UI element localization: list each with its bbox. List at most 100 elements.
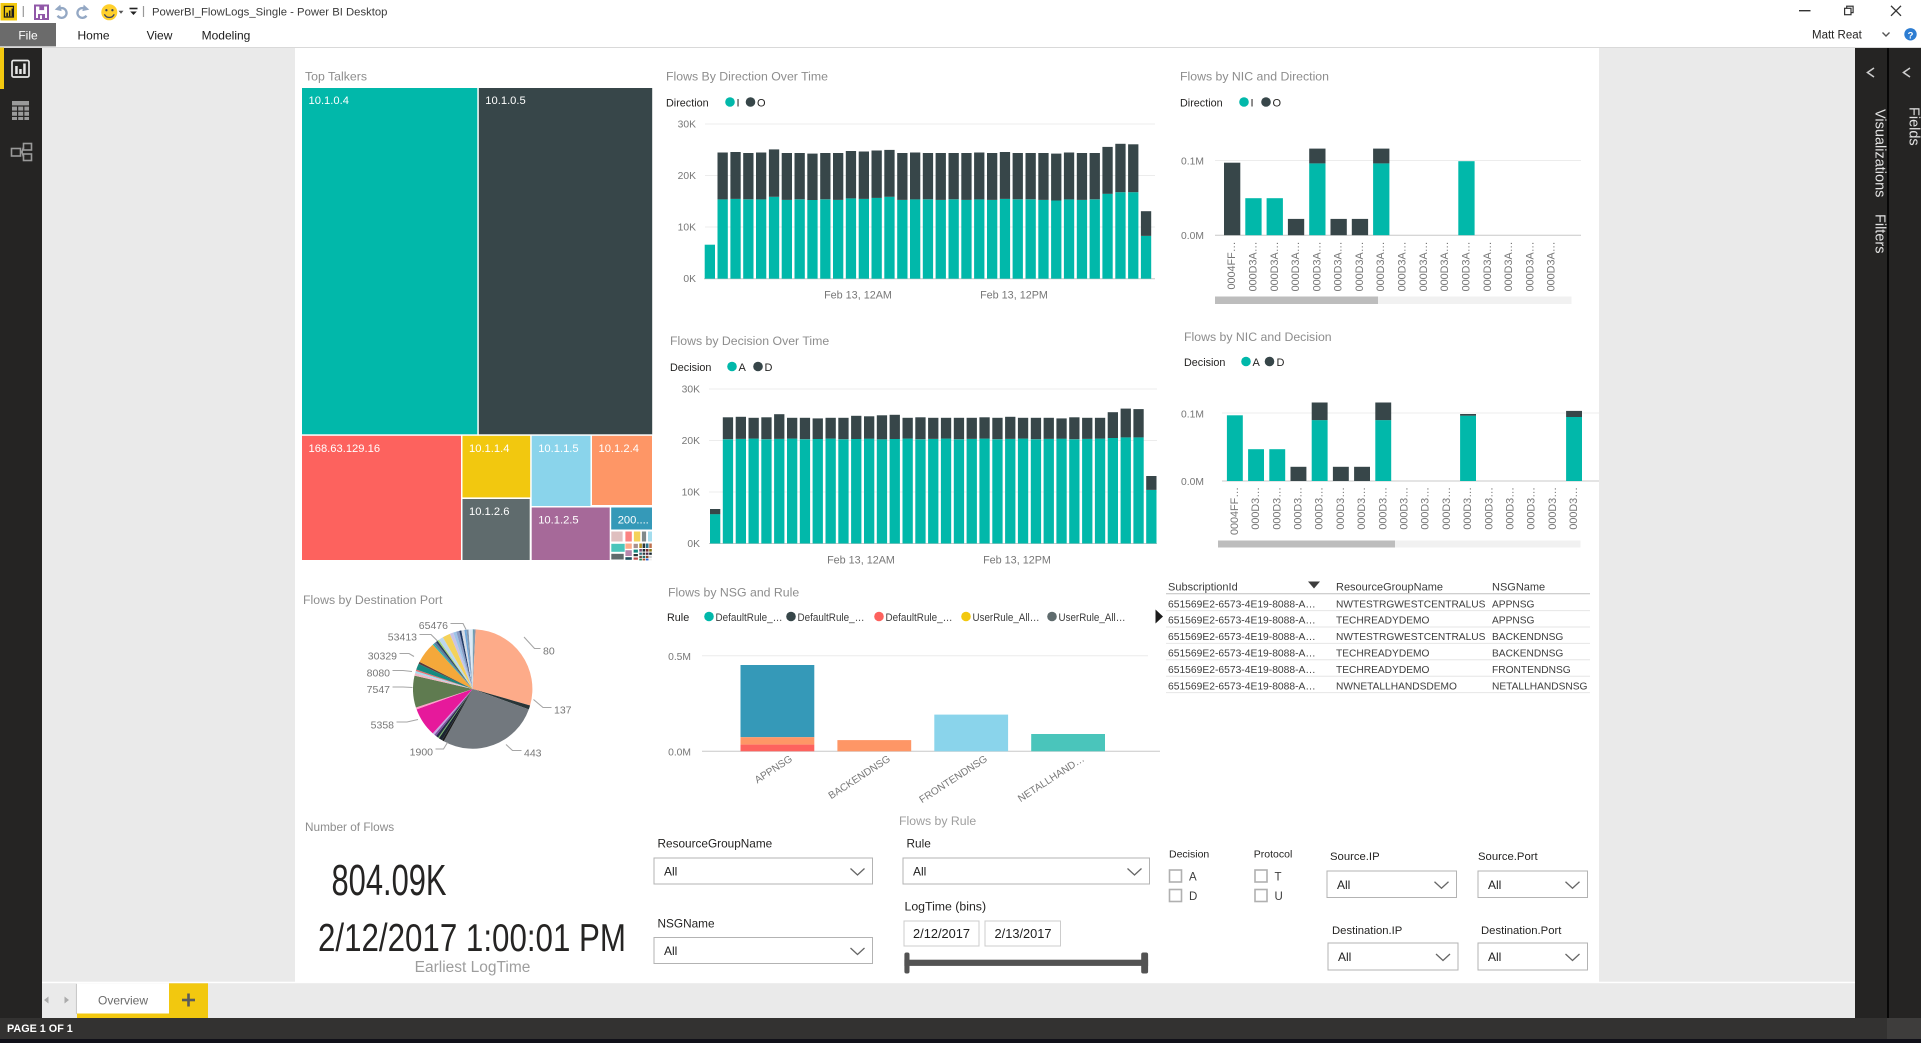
svg-text:Home: Home — [77, 29, 109, 43]
svg-text:0.1M: 0.1M — [1181, 410, 1204, 421]
svg-text:20K: 20K — [678, 171, 696, 182]
svg-text:0.5M: 0.5M — [668, 652, 691, 663]
svg-text:I: I — [1251, 98, 1254, 110]
svg-text:000D3A…: 000D3A… — [1461, 242, 1473, 292]
svg-text:10.1.2.4: 10.1.2.4 — [599, 443, 639, 455]
svg-text:000D3A…: 000D3A… — [1354, 242, 1366, 292]
svg-text:Flows By Direction Over Time: Flows By Direction Over Time — [666, 70, 828, 84]
svg-text:TECHREADYDEMO: TECHREADYDEMO — [1336, 649, 1429, 660]
svg-text:A: A — [1189, 872, 1197, 884]
svg-text:20K: 20K — [682, 436, 700, 447]
svg-text:10.1.0.4: 10.1.0.4 — [309, 95, 349, 107]
svg-text:10K: 10K — [682, 488, 700, 499]
svg-text:NWTESTRGWESTCENTRALUS: NWTESTRGWESTCENTRALUS — [1336, 599, 1486, 610]
svg-text:NWNETALLHANDSDEMO: NWNETALLHANDSDEMO — [1336, 681, 1457, 692]
svg-text:Feb 13, 12AM: Feb 13, 12AM — [827, 555, 895, 567]
svg-text:O: O — [1273, 98, 1282, 110]
svg-text:10.1.2.6: 10.1.2.6 — [469, 506, 509, 518]
svg-text:000D3…: 000D3… — [1547, 487, 1559, 530]
svg-text:NWTESTRGWESTCENTRALUS: NWTESTRGWESTCENTRALUS — [1336, 632, 1486, 643]
svg-text:0004FF…: 0004FF… — [1229, 487, 1241, 535]
svg-text:65476: 65476 — [419, 620, 448, 632]
svg-text:000D3…: 000D3… — [1314, 487, 1326, 530]
svg-text:651569E2-6573-4E19-8088-A…: 651569E2-6573-4E19-8088-A… — [1168, 665, 1316, 676]
svg-text:Fields: Fields — [1906, 107, 1921, 146]
svg-text:Rule: Rule — [667, 612, 689, 624]
svg-text:NETALLHANDSNSG: NETALLHANDSNSG — [1492, 681, 1588, 692]
svg-text:NSGName: NSGName — [1492, 582, 1545, 594]
svg-text:10.1.0.5: 10.1.0.5 — [485, 95, 525, 107]
svg-text:000D3…: 000D3… — [1335, 487, 1347, 530]
svg-text:All: All — [1488, 878, 1501, 892]
svg-text:File: File — [18, 29, 38, 43]
svg-text:651569E2-6573-4E19-8088-A…: 651569E2-6573-4E19-8088-A… — [1168, 616, 1316, 627]
svg-text:I: I — [737, 98, 740, 110]
svg-text:APPNSG: APPNSG — [1492, 599, 1535, 610]
svg-text:000D3…: 000D3… — [1505, 487, 1517, 530]
svg-text:PAGE 1 OF 1: PAGE 1 OF 1 — [7, 1023, 73, 1035]
svg-text:ResourceGroupName: ResourceGroupName — [658, 837, 773, 851]
svg-text:D: D — [1189, 891, 1197, 903]
svg-text:0K: 0K — [683, 274, 696, 285]
svg-text:T: T — [1275, 872, 1282, 884]
svg-text:000D3A…: 000D3A… — [1482, 242, 1494, 292]
svg-text:7547: 7547 — [367, 684, 391, 696]
svg-text:000D3A…: 000D3A… — [1333, 242, 1345, 292]
svg-text:651569E2-6573-4E19-8088-A…: 651569E2-6573-4E19-8088-A… — [1168, 632, 1316, 643]
svg-text:2/13/2017: 2/13/2017 — [995, 926, 1052, 941]
svg-text:A: A — [739, 362, 747, 374]
svg-text:Flows by NSG and Rule: Flows by NSG and Rule — [668, 586, 799, 600]
svg-text:BACKENDNSG: BACKENDNSG — [1492, 649, 1563, 660]
svg-text:0.1M: 0.1M — [1181, 157, 1204, 168]
svg-text:5358: 5358 — [371, 720, 395, 732]
svg-text:0.0M: 0.0M — [1181, 231, 1204, 242]
svg-text:000D3…: 000D3… — [1356, 487, 1368, 530]
svg-text:Visualizations: Visualizations — [1872, 109, 1888, 197]
svg-text:O: O — [757, 98, 766, 110]
svg-text:Destination.IP: Destination.IP — [1332, 925, 1402, 937]
svg-text:Source.IP: Source.IP — [1330, 851, 1380, 863]
svg-text:2/12/2017: 2/12/2017 — [913, 926, 970, 941]
svg-text:Protocol: Protocol — [1254, 849, 1293, 861]
svg-text:Decision: Decision — [670, 362, 711, 374]
svg-text:000D3A…: 000D3A… — [1524, 242, 1536, 292]
svg-text:000D3…: 000D3… — [1441, 487, 1453, 530]
svg-text:Flows by Rule: Flows by Rule — [899, 814, 976, 828]
svg-text:FRONTENDNSG: FRONTENDNSG — [1492, 665, 1571, 676]
svg-text:Flows by Decision Over Time: Flows by Decision Over Time — [670, 334, 829, 348]
svg-text:2/12/2017 1:00:01 PM: 2/12/2017 1:00:01 PM — [318, 917, 626, 960]
svg-text:Decision: Decision — [1184, 357, 1225, 369]
svg-text:53413: 53413 — [388, 632, 417, 644]
svg-text:Earliest LogTime: Earliest LogTime — [415, 959, 531, 976]
svg-text:Top Talkers: Top Talkers — [305, 70, 367, 84]
svg-text:0K: 0K — [687, 539, 700, 550]
svg-text:651569E2-6573-4E19-8088-A…: 651569E2-6573-4E19-8088-A… — [1168, 649, 1316, 660]
svg-text:Rule: Rule — [907, 837, 932, 851]
svg-text:000D3…: 000D3… — [1377, 487, 1389, 530]
svg-text:UserRule_All…: UserRule_All… — [1059, 612, 1126, 624]
svg-text:SubscriptionId: SubscriptionId — [1168, 582, 1238, 594]
svg-text:DefaultRule_…: DefaultRule_… — [798, 612, 865, 624]
svg-text:PowerBI_FlowLogs_Single - Powe: PowerBI_FlowLogs_Single - Power BI Deskt… — [152, 7, 387, 19]
svg-text:View: View — [147, 29, 173, 43]
svg-text:ResourceGroupName: ResourceGroupName — [1336, 582, 1443, 594]
svg-text:All: All — [913, 865, 926, 879]
svg-text:Feb 13, 12AM: Feb 13, 12AM — [824, 290, 892, 302]
svg-text:Direction: Direction — [666, 98, 709, 110]
svg-text:651569E2-6573-4E19-8088-A…: 651569E2-6573-4E19-8088-A… — [1168, 599, 1316, 610]
svg-text:30K: 30K — [678, 120, 696, 131]
svg-text:10.1.2.5: 10.1.2.5 — [538, 515, 578, 527]
svg-text:Decision: Decision — [1169, 849, 1209, 861]
svg-text:Flows by NIC and Direction: Flows by NIC and Direction — [1180, 70, 1329, 84]
svg-text:Source.Port: Source.Port — [1478, 851, 1539, 863]
svg-text:10K: 10K — [678, 223, 696, 234]
svg-text:000D3…: 000D3… — [1271, 487, 1283, 530]
svg-text:D: D — [1277, 357, 1285, 369]
svg-text:200....: 200.... — [618, 515, 649, 527]
svg-text:BACKENDNSG: BACKENDNSG — [1492, 632, 1563, 643]
svg-text:1900: 1900 — [410, 747, 434, 759]
svg-text:DefaultRule_…: DefaultRule_… — [716, 612, 783, 624]
svg-text:A: A — [1253, 357, 1261, 369]
svg-text:443: 443 — [524, 748, 542, 760]
svg-text:000D3A…: 000D3A… — [1375, 242, 1387, 292]
